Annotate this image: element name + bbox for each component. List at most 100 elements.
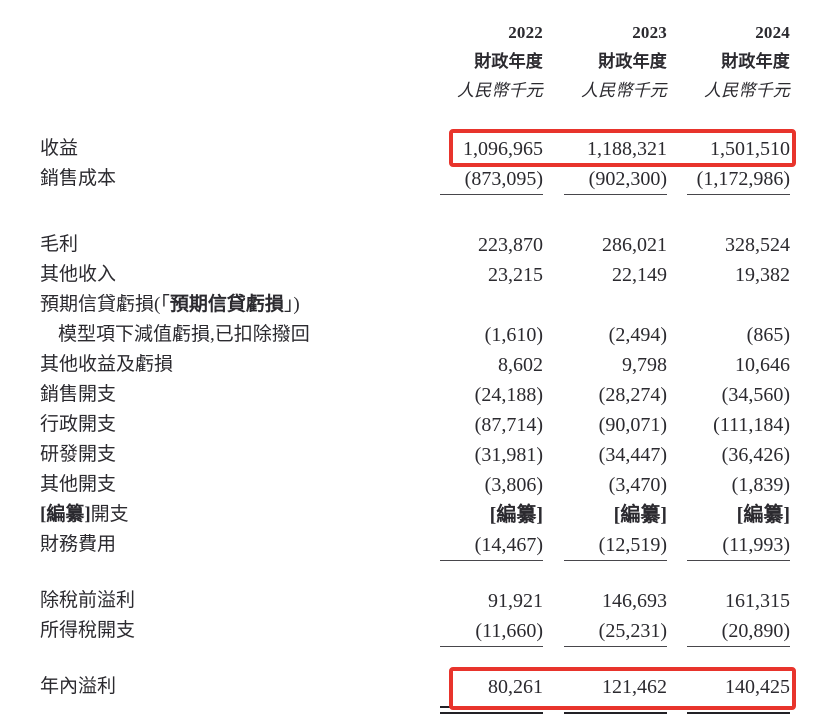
value-cell: 19,382 [667,260,790,290]
value-cell: (111,184) [667,410,790,440]
value-cell: 22,149 [543,260,667,290]
table-body: 收益 1,096,965 1,188,321 1,501,510 銷售成本 (873,09… [40,129,796,714]
value-cell: 328,524 [667,230,790,260]
value-cell: 9,798 [543,350,667,380]
value-cell: (90,071) [543,410,667,440]
value: 22,149 [612,264,667,286]
header-label-spacer [40,18,440,47]
value-cell: (11,660) [440,616,543,647]
row-label: 收益 [40,134,440,164]
value-cell: (14,467) [440,530,543,561]
table-row: 所得稅開支 (11,660) (25,231) (20,890) [40,616,790,647]
row-label: 所得稅開支 [40,616,440,646]
value-cell: (865) [667,320,790,350]
value-cell: 8,602 [440,350,543,380]
table-row: 其他收入 23,215 22,149 19,382 [40,260,790,290]
header-unit-cell: 人民幣千元 [704,81,790,100]
table-row: 除稅前溢利 91,921 146,693 161,315 [40,586,790,616]
table-row: 行政開支 (87,714) (90,071) (111,184) [40,410,790,440]
header-period-cell: 財政年度 [721,52,790,71]
value-cell: [編纂] [667,500,790,530]
row-label: 年內溢利 [40,672,440,702]
row-label: 其他收入 [40,260,440,290]
value: 19,382 [735,264,790,286]
value-cell: [編纂] [440,500,543,530]
value-cell: (34,560) [667,380,790,410]
row-label: 銷售開支 [40,380,440,410]
value-cell: 91,921 [440,586,543,616]
total-double-rule [564,706,667,714]
table-row: 預期信貸虧損(「預期信貸虧損」) [40,290,790,320]
row-label: [編纂]開支 [40,500,440,530]
row-label-part: 年內溢利 [40,676,117,697]
header-unit-cell: 人民幣千元 [457,81,543,100]
row-label-part: 所得稅開支 [40,620,136,641]
row-label-part: 研發開支 [40,444,117,465]
table-header: 2022 2023 2024 財政年度 財政年度 財政年度 人民幣千元 人民幣千元 人民幣千元 [40,18,790,105]
value-cell: (2,494) [543,320,667,350]
row-label-part: 除稅前溢利 [40,590,136,611]
value-cell: (11,993) [667,530,790,561]
value: (90,071) [598,414,667,436]
total-double-rule [440,706,543,714]
financial-statement: 2022 2023 2024 財政年度 財政年度 財政年度 人民幣千元 人民幣千元 人民幣千元 … [40,18,796,714]
value: 286,021 [602,234,667,256]
table-row: 模型項下減值虧損,已扣除撥回 (1,610) (2,494) (865) [40,320,790,350]
row-label: 模型項下減值虧損,已扣除撥回 [40,320,440,350]
value-cell: 10,646 [667,350,790,380]
value-cell: (20,890) [667,616,790,647]
header-row-unit: 人民幣千元 人民幣千元 人民幣千元 [40,76,790,105]
value: 161,315 [725,590,790,612]
value: (36,426) [721,444,790,466]
value: (31,981) [474,444,543,466]
value: (34,560) [721,384,790,406]
value: (20,890) [687,616,790,647]
value-cell: 286,021 [543,230,667,260]
value-cell: (873,095) [440,164,543,195]
value: (902,300) [564,164,667,195]
value-cell: 1,096,965 [440,134,543,164]
row-label-part: 其他收益及虧損 [40,354,174,375]
value-cell: (902,300) [543,164,667,195]
table-row: 銷售成本 (873,095) (902,300) (1,172,986) [40,164,790,195]
value-cell: 146,693 [543,586,667,616]
value: [編纂] [489,504,543,526]
value-cell: (3,806) [440,470,543,500]
value: [編纂] [613,504,667,526]
total-rule-cell [667,706,790,714]
table-row: 銷售開支 (24,188) (28,274) (34,560) [40,380,790,410]
value: 9,798 [622,354,667,376]
value-cell: (25,231) [543,616,667,647]
value-cell: (24,188) [440,380,543,410]
row-label-part: 財務費用 [40,534,117,555]
row-label: 預期信貸虧損(「預期信貸虧損」) [40,290,440,320]
value-cell: 140,425 [667,672,790,702]
header-label-spacer [40,76,440,105]
row-label: 其他收益及虧損 [40,350,440,380]
value: 146,693 [602,590,667,612]
table-row: [編纂]開支 [編纂] [編纂] [編纂] [40,500,790,530]
value-cell: 1,188,321 [543,134,667,164]
value-cell: (12,519) [543,530,667,561]
row-label: 財務費用 [40,530,440,560]
row-label: 毛利 [40,230,440,260]
value-cell: (3,470) [543,470,667,500]
value-cell: (87,714) [440,410,543,440]
value: (24,188) [474,384,543,406]
value-cell [543,290,667,320]
value: 8,602 [498,354,543,376]
row-label: 研發開支 [40,440,440,470]
row-spacer [40,560,790,586]
row-label: 行政開支 [40,410,440,440]
value: 80,261 [488,676,543,698]
value-cell: (1,172,986) [667,164,790,195]
header-period-cell: 財政年度 [474,52,543,71]
row-label-part: 預期信貸虧損(「 [40,294,170,315]
value: (11,993) [687,530,790,561]
value: (3,470) [608,474,667,496]
header-label-spacer [40,47,440,76]
row-label-part: 其他開支 [40,474,117,495]
header-unit-cell: 人民幣千元 [581,81,667,100]
value-cell: (28,274) [543,380,667,410]
row-label-part: 模型項下減值虧損,已扣除撥回 [58,324,310,345]
